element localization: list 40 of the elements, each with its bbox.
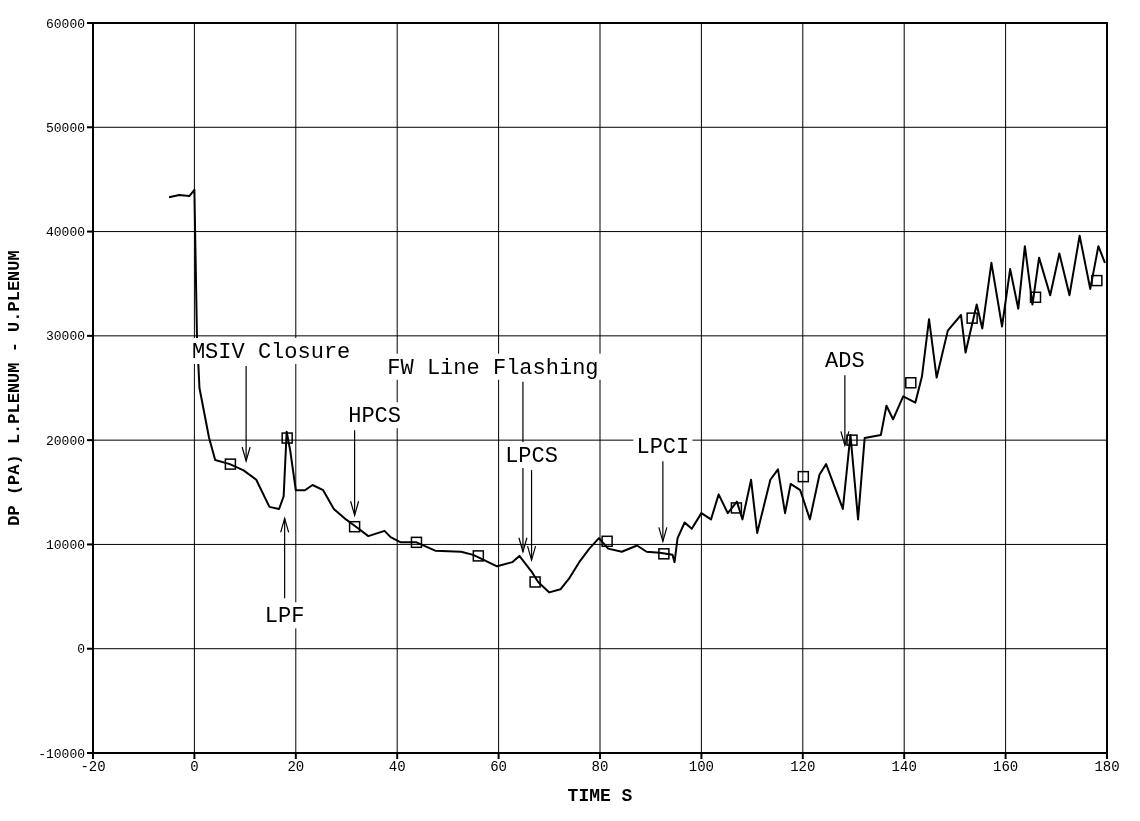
annotation: FW Line Flashing [387, 355, 599, 381]
y-tick-label: 60000 [45, 16, 85, 32]
x-tick-label: 140 [891, 758, 917, 775]
y-tick-label: 20000 [45, 433, 85, 449]
y-tick-label: 0 [77, 642, 85, 658]
point [1029, 291, 1042, 304]
annotation: LPCS [505, 444, 558, 470]
y-tick-label: 30000 [45, 329, 85, 345]
point [905, 377, 917, 389]
y-tick-label: 10000 [45, 538, 85, 554]
x-tick-label: 40 [388, 758, 406, 775]
annotation: LPF [264, 604, 305, 630]
x-tick-label: 80 [591, 758, 609, 775]
annotation: ADS [825, 349, 865, 375]
x-tick-label: 60 [490, 758, 508, 775]
x-axis-title: TIME S [567, 786, 633, 806]
y-tick-label: 40000 [45, 225, 85, 241]
annotation: MSIV Closure [191, 340, 351, 365]
point [410, 536, 423, 549]
point [348, 520, 361, 533]
x-tick-label: 180 [1094, 758, 1120, 775]
point [1091, 274, 1103, 287]
x-tick-label: 20 [287, 758, 305, 775]
x-tick-label: 100 [688, 758, 715, 775]
point [966, 312, 978, 324]
point [224, 458, 237, 470]
x-tick-label: 120 [790, 758, 816, 775]
point [472, 550, 485, 562]
y-tick-label: 50000 [45, 120, 85, 136]
point [529, 576, 541, 588]
point [846, 434, 858, 446]
x-tick-label: 0 [190, 758, 199, 775]
point [281, 432, 293, 444]
point [730, 502, 743, 514]
annotation: HPCS [348, 404, 402, 430]
point [658, 548, 670, 560]
point [601, 535, 613, 548]
annotation: LPCI [636, 435, 690, 461]
point [797, 470, 810, 483]
x-tick-label: 160 [992, 758, 1019, 775]
